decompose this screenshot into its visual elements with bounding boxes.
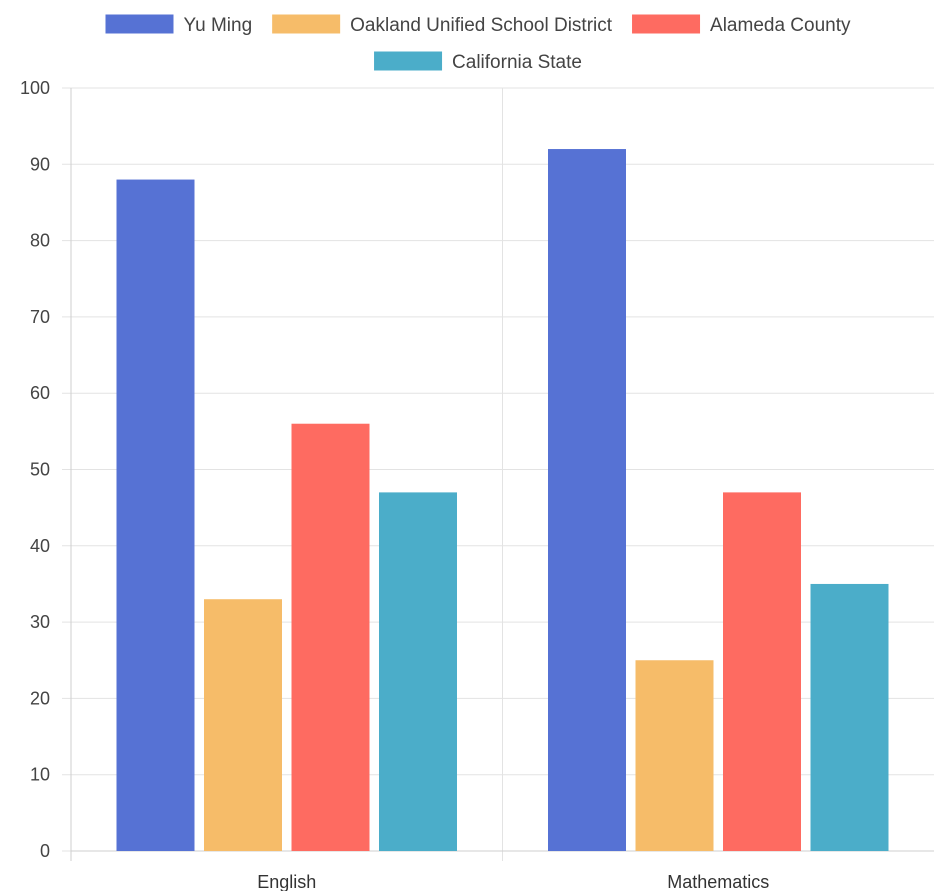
legend-item-yu-ming[interactable]: Yu Ming <box>105 14 252 37</box>
legend-label: Yu Ming <box>183 15 252 36</box>
legend-label: California State <box>452 52 582 73</box>
y-axis-ticks: 0 10 20 30 40 50 60 70 80 90 100 <box>20 78 50 861</box>
bar-yu-ming-english <box>116 179 195 851</box>
legend-swatch <box>272 14 341 34</box>
y-tick-label: 20 <box>30 688 50 708</box>
legend-swatch <box>374 51 443 71</box>
y-tick-label: 70 <box>30 307 50 327</box>
legend-label: Alameda County <box>710 15 851 36</box>
legend-item-oakland-unified-school-district[interactable]: Oakland Unified School District <box>272 14 613 37</box>
y-tick-label: 0 <box>40 841 50 861</box>
legend-label: Oakland Unified School District <box>350 15 613 36</box>
legend-item-alameda-county[interactable]: Alameda County <box>632 14 851 37</box>
bar-oakland-unified-school-district-english <box>204 599 282 851</box>
y-tick-label: 90 <box>30 154 50 174</box>
x-axis-ticks: English Mathematics <box>257 872 769 891</box>
legend-swatch <box>632 14 701 34</box>
legend-swatch <box>105 14 174 34</box>
y-tick-label: 10 <box>30 765 50 785</box>
y-tick-label: 100 <box>20 78 50 98</box>
y-tick-label: 40 <box>30 536 50 556</box>
legend: Yu Ming Oakland Unified School District Al… <box>105 14 851 74</box>
bar-alameda-county-mathematics <box>723 492 801 851</box>
bar-alameda-county-english <box>291 423 370 851</box>
bars <box>116 149 889 852</box>
y-tick-label: 50 <box>30 460 50 480</box>
y-tick-label: 80 <box>30 231 50 251</box>
bar-california-state-english <box>379 492 457 851</box>
x-tick-label: Mathematics <box>667 872 769 891</box>
y-tick-label: 60 <box>30 383 50 403</box>
bar-yu-ming-mathematics <box>548 149 626 852</box>
bar-california-state-mathematics <box>810 583 889 851</box>
legend-item-california-state[interactable]: California State <box>374 51 582 74</box>
y-tick-label: 30 <box>30 612 50 632</box>
x-tick-label: English <box>257 872 316 891</box>
bar-oakland-unified-school-district-mathematics <box>635 660 714 851</box>
